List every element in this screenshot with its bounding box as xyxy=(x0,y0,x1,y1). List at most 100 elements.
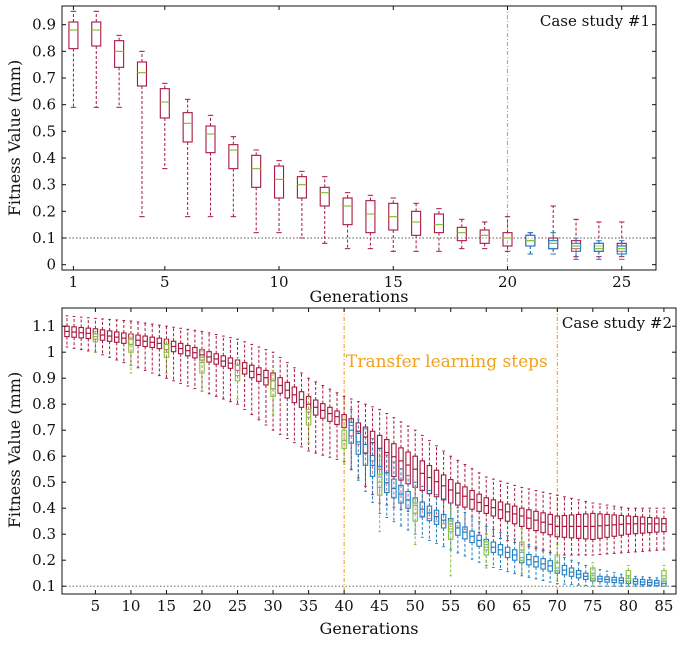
box-body xyxy=(234,364,241,382)
box-body xyxy=(319,186,330,207)
box-body xyxy=(348,421,354,444)
box-red-gen-73 xyxy=(575,499,582,556)
box-median-gen-35 xyxy=(305,393,312,444)
box-red-gen-32 xyxy=(284,362,291,440)
box-blue-gen-51 xyxy=(419,485,426,538)
box-median-gen-10 xyxy=(128,333,134,374)
box-body xyxy=(502,232,513,247)
box-blue-gen-77 xyxy=(604,570,610,587)
box-blue-gen-79 xyxy=(618,573,625,587)
box-body xyxy=(440,474,447,501)
box-red-gen-13 xyxy=(149,323,156,374)
box-red-gen-60 xyxy=(483,476,490,535)
box-body xyxy=(611,514,617,537)
x-tick-label: 15 xyxy=(157,597,176,615)
box-blue-gen-57 xyxy=(462,511,468,557)
box-body xyxy=(447,520,454,540)
plot-frame-1 xyxy=(61,5,657,271)
y-tick-label: 0.9 xyxy=(32,16,56,34)
box-red-gen-19 xyxy=(479,221,490,250)
y-tick-label: 0.6 xyxy=(32,96,56,114)
box-red-gen-9 xyxy=(121,319,127,364)
box-body xyxy=(433,509,440,525)
box-red-gen-11 xyxy=(135,321,141,369)
box-body xyxy=(519,541,525,561)
box-blue-gen-25 xyxy=(616,240,627,260)
box-blue-gen-69 xyxy=(547,551,553,583)
box-body xyxy=(228,144,239,170)
box-body xyxy=(433,213,445,234)
box-body xyxy=(625,515,632,535)
box-blue-gen-49 xyxy=(405,474,411,531)
box-red-gen-7 xyxy=(205,114,216,218)
box-red-gen-6 xyxy=(182,98,193,218)
box-red-gen-2 xyxy=(71,315,77,349)
box-red-gen-58 xyxy=(469,468,475,532)
box-red-gen-18 xyxy=(185,328,191,387)
box-body xyxy=(92,333,99,343)
box-median-gen-55 xyxy=(447,507,454,577)
box-red-gen-68 xyxy=(540,491,546,552)
y-tick-label: 0.7 xyxy=(32,69,56,87)
box-red-gen-34 xyxy=(298,372,305,448)
x-tick-label: 35 xyxy=(299,597,318,615)
box-body xyxy=(639,516,646,534)
x-tick-label: 15 xyxy=(384,273,403,291)
box-blue-gen-81 xyxy=(632,575,639,587)
box-blue-gen-61 xyxy=(490,529,497,568)
x-tick-label: 75 xyxy=(583,597,602,615)
box-red-gen-71 xyxy=(561,496,568,556)
box-red-gen-70 xyxy=(554,494,561,556)
box-red-gen-1 xyxy=(68,10,79,108)
box-red-gen-15 xyxy=(388,197,399,252)
box-body xyxy=(355,432,362,455)
box-red-gen-11 xyxy=(296,170,307,239)
y-tick-labels-1: 0 0.1 0.2 0.3 0.4 0.5 0.6 0.7 0.8 0.9 xyxy=(32,16,656,274)
box-marks-2 xyxy=(62,308,676,594)
box-body xyxy=(548,240,559,250)
box-body xyxy=(205,125,216,154)
transfer-learning-annotation: Transfer learning steps xyxy=(346,352,548,372)
x-tick-label: 70 xyxy=(548,597,567,615)
box-red-gen-6 xyxy=(99,318,106,356)
box-red-gen-7 xyxy=(106,318,113,358)
box-red-gen-66 xyxy=(526,488,532,548)
box-blue-gen-42 xyxy=(355,418,362,481)
box-body xyxy=(362,426,369,454)
x-tick-label: 40 xyxy=(335,597,354,615)
x-tick-label: 45 xyxy=(370,597,389,615)
box-blue-gen-47 xyxy=(391,461,397,523)
box-blue-gen-83 xyxy=(646,576,653,587)
box-body xyxy=(369,430,376,462)
box-blue-gen-73 xyxy=(575,562,582,586)
panel-label-1: Case study #1 xyxy=(540,12,650,30)
box-blue-gen-62 xyxy=(497,532,504,571)
plot-frame-2 xyxy=(61,307,677,595)
x-tick-label: 80 xyxy=(619,597,638,615)
chart-case-study-1: 00.10.20.30.40.50.60.70.80.9 1 5 10 15 20 25 … xyxy=(5,5,657,306)
box-body xyxy=(296,176,307,199)
y-tick-label: 0.8 xyxy=(32,395,56,413)
box-red-gen-85 xyxy=(661,507,667,551)
box-red-gen-12 xyxy=(319,176,330,244)
box-body xyxy=(251,154,262,188)
x-tick-label: 10 xyxy=(269,273,288,291)
box-red-gen-69 xyxy=(547,493,553,554)
box-body xyxy=(68,21,79,50)
box-red-gen-8 xyxy=(228,136,239,218)
box-red-gen-78 xyxy=(611,505,617,554)
y-axis-label-2: Fitness Value (mm) xyxy=(5,372,24,528)
box-red-gen-79 xyxy=(618,506,625,554)
x-tick-label: 5 xyxy=(160,273,170,291)
box-red-gen-8 xyxy=(113,319,120,361)
chart-case-study-2: 0.1 0.2 0.3 0.4 0.5 0.6 0.7 0.8 0.9 1 1.1 5 10 15 20 2… xyxy=(5,307,677,638)
box-red-gen-75 xyxy=(590,502,596,556)
y-tick-label: 0.5 xyxy=(32,122,56,140)
box-red-gen-36 xyxy=(312,381,319,454)
box-body xyxy=(632,515,639,535)
box-red-gen-31 xyxy=(277,356,283,435)
box-red-gen-28 xyxy=(256,346,262,421)
box-blue-gen-78 xyxy=(611,572,617,587)
x-tick-label: 25 xyxy=(612,273,631,291)
box-blue-gen-48 xyxy=(398,468,404,527)
